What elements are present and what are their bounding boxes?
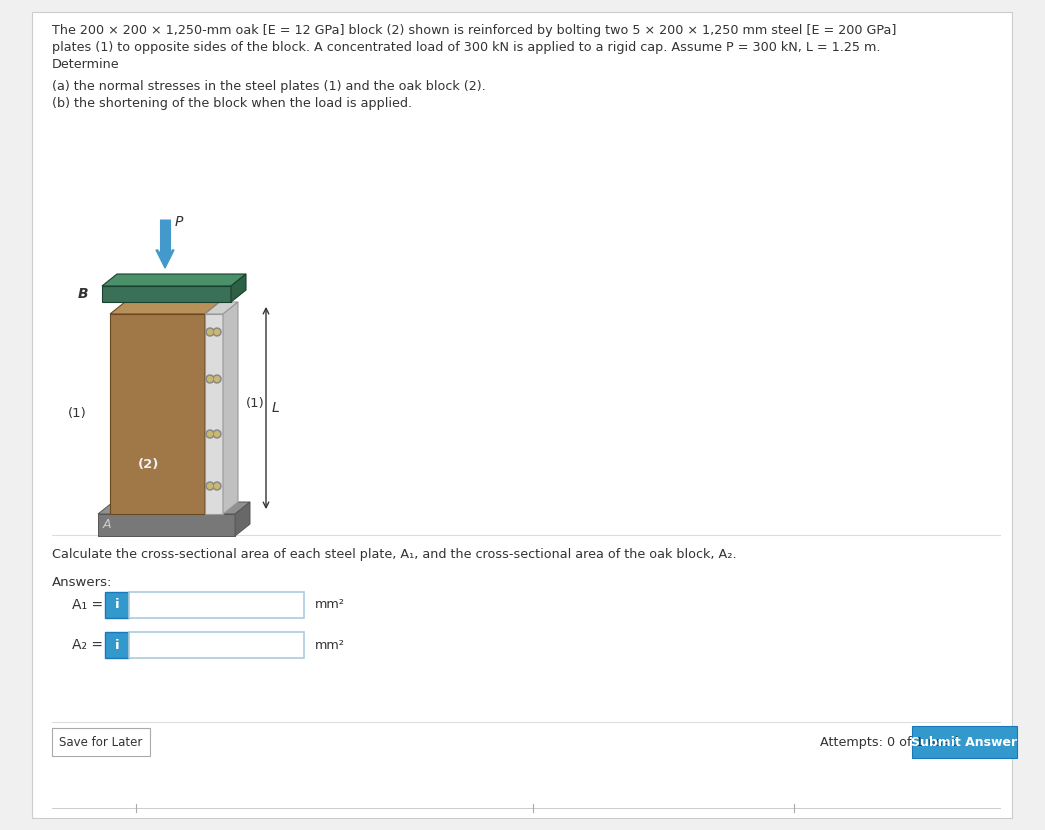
Circle shape	[213, 375, 220, 383]
Text: i: i	[115, 598, 119, 612]
Polygon shape	[110, 302, 220, 314]
Bar	[102, 286, 231, 302]
Text: Submit Answer: Submit Answer	[911, 735, 1017, 749]
FancyBboxPatch shape	[104, 592, 129, 618]
Polygon shape	[102, 274, 246, 286]
Text: (a) the normal stresses in the steel plates (1) and the oak block (2).: (a) the normal stresses in the steel pla…	[52, 80, 486, 93]
FancyBboxPatch shape	[129, 592, 304, 618]
Text: Answers:: Answers:	[52, 576, 113, 589]
FancyBboxPatch shape	[912, 726, 1017, 758]
FancyBboxPatch shape	[104, 632, 129, 658]
Text: P: P	[175, 215, 183, 229]
Circle shape	[206, 328, 214, 336]
Text: Determine: Determine	[52, 58, 119, 71]
Text: A₂ =: A₂ =	[72, 638, 103, 652]
Text: B: B	[77, 287, 88, 301]
Polygon shape	[231, 274, 246, 302]
Text: mm²: mm²	[315, 638, 345, 652]
Circle shape	[214, 484, 219, 489]
Text: (1): (1)	[246, 398, 264, 411]
FancyBboxPatch shape	[52, 728, 150, 756]
Polygon shape	[223, 302, 238, 514]
Text: Attempts: 0 of 1 used: Attempts: 0 of 1 used	[820, 735, 958, 749]
Circle shape	[206, 375, 214, 383]
Circle shape	[208, 377, 212, 382]
Polygon shape	[205, 302, 238, 314]
Bar	[205, 314, 223, 514]
Circle shape	[213, 430, 220, 438]
Polygon shape	[235, 502, 250, 536]
Circle shape	[214, 432, 219, 437]
Text: plates (1) to opposite sides of the block. A concentrated load of 300 kN is appl: plates (1) to opposite sides of the bloc…	[52, 41, 881, 54]
Text: mm²: mm²	[315, 598, 345, 612]
FancyArrow shape	[156, 250, 175, 268]
Polygon shape	[205, 302, 220, 514]
Text: (b) the shortening of the block when the load is applied.: (b) the shortening of the block when the…	[52, 97, 412, 110]
Circle shape	[213, 328, 220, 336]
Text: (1): (1)	[68, 408, 87, 421]
Circle shape	[208, 432, 212, 437]
Text: A₁ =: A₁ =	[72, 598, 103, 612]
Circle shape	[213, 482, 220, 490]
Bar	[110, 314, 205, 514]
Circle shape	[214, 330, 219, 334]
Bar	[98, 514, 235, 536]
Text: L: L	[272, 401, 280, 415]
Text: Calculate the cross-sectional area of each steel plate, A₁, and the cross-sectio: Calculate the cross-sectional area of ea…	[52, 548, 737, 561]
Text: A: A	[103, 518, 112, 531]
Circle shape	[208, 330, 212, 334]
Text: (2): (2)	[138, 457, 160, 471]
Circle shape	[206, 430, 214, 438]
Circle shape	[208, 484, 212, 489]
Polygon shape	[98, 502, 250, 514]
Text: Save for Later: Save for Later	[60, 735, 143, 749]
Circle shape	[214, 377, 219, 382]
Text: The 200 × 200 × 1,250-mm oak [E = 12 GPa] block (2) shown is reinforced by bolti: The 200 × 200 × 1,250-mm oak [E = 12 GPa…	[52, 24, 897, 37]
Circle shape	[206, 482, 214, 490]
FancyBboxPatch shape	[129, 632, 304, 658]
Text: i: i	[115, 638, 119, 652]
